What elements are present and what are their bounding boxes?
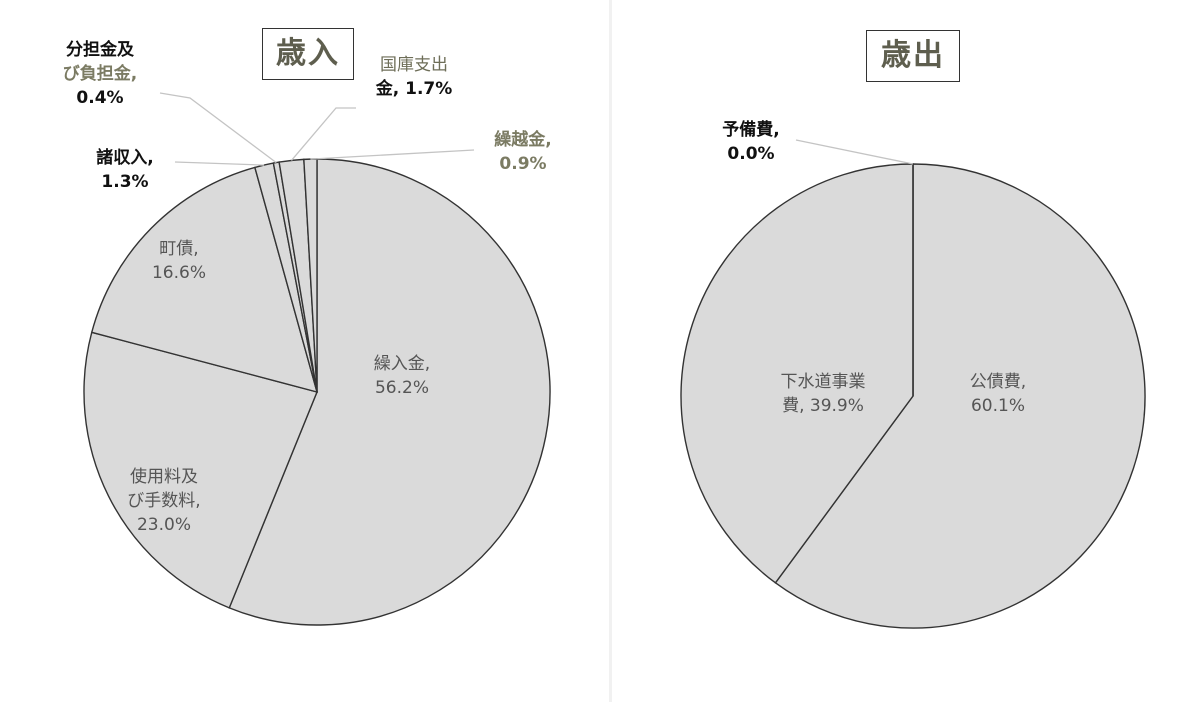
label-line: 予備費, bbox=[722, 120, 780, 140]
label-line: 諸収入, bbox=[96, 148, 154, 168]
label-line: 繰越金, bbox=[494, 130, 552, 150]
label-line: 0.0% bbox=[727, 144, 775, 164]
label-line: 費, 39.9% bbox=[782, 396, 864, 416]
label-line: び負担金, bbox=[62, 64, 138, 84]
expenditure-title: 歳出 bbox=[866, 30, 960, 82]
pie-slice bbox=[90, 166, 318, 393]
panel-divider bbox=[609, 0, 612, 702]
expenditure-pie-chart bbox=[680, 139, 1146, 629]
expenditure-panel: 歳出 公債費, 60.1% 下水道事業 費, 39.9% 予備費, 0.0% bbox=[618, 0, 1202, 702]
label-gesuido: 下水道事業 費, 39.9% bbox=[768, 370, 878, 418]
label-line: び手数料, bbox=[127, 491, 201, 511]
label-shiyoryo: 使用料及 び手数料, 23.0% bbox=[104, 465, 224, 537]
leader-line bbox=[795, 139, 914, 165]
label-line: 23.0% bbox=[136, 515, 191, 535]
label-line: 60.1% bbox=[970, 396, 1025, 416]
label-line: 0.4% bbox=[76, 88, 124, 108]
label-line: 金, 1.7% bbox=[375, 79, 453, 99]
leader-line bbox=[310, 149, 475, 160]
label-buntankin: 分担金及 び負担金, 0.4% bbox=[40, 38, 160, 110]
label-shoshunyu: 諸収入, 1.3% bbox=[80, 146, 170, 194]
pie-slice bbox=[228, 158, 551, 626]
leader-line bbox=[174, 161, 265, 166]
leader-line bbox=[290, 107, 356, 161]
label-kurikoshikin: 繰越金, 0.9% bbox=[478, 128, 568, 176]
pie-slice bbox=[774, 163, 1146, 629]
label-line: 公債費, bbox=[969, 372, 1027, 392]
label-line: 16.6% bbox=[151, 263, 206, 283]
pie-slice bbox=[83, 331, 318, 609]
label-line: 繰入金, bbox=[373, 354, 431, 374]
revenue-pie-chart bbox=[83, 92, 551, 626]
label-line: 国庫支出 bbox=[380, 55, 448, 75]
label-line: 使用料及 bbox=[130, 467, 198, 487]
leader-line bbox=[159, 92, 277, 164]
label-line: 1.3% bbox=[101, 172, 149, 192]
pie-slice bbox=[680, 163, 914, 584]
revenue-title: 歳入 bbox=[262, 28, 354, 80]
label-chosai: 町債, 16.6% bbox=[134, 237, 224, 285]
label-line: 56.2% bbox=[374, 378, 429, 398]
label-line: 0.9% bbox=[499, 154, 547, 174]
label-kosaihi: 公債費, 60.1% bbox=[953, 370, 1043, 418]
label-line: 町債, bbox=[159, 239, 199, 259]
label-kurikomikin: 繰入金, 56.2% bbox=[357, 352, 447, 400]
label-line: 分担金及 bbox=[66, 40, 134, 60]
revenue-panel: 歳入 繰入金, 56.2% 使用料及 び手数料, 23.0% 町債, 16.6%… bbox=[40, 28, 568, 626]
label-kokko: 国庫支出 金, 1.7% bbox=[354, 53, 474, 101]
label-line: 下水道事業 bbox=[780, 372, 866, 392]
label-yobihi: 予備費, 0.0% bbox=[706, 118, 796, 166]
